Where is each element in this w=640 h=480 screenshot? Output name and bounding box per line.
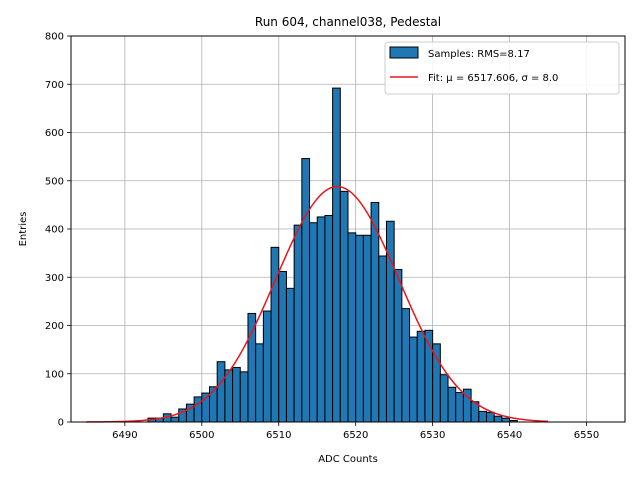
chart-title: Run 604, channel038, Pedestal [255,15,441,29]
histogram-bar [362,234,372,423]
histogram-bar [493,415,503,423]
x-tick-label: 6530 [420,430,445,441]
y-tick-label: 700 [45,80,64,91]
x-axis-ticks: 6490 6500 6510 6520 6530 6540 6550 [112,422,599,441]
histogram-bar [216,361,226,423]
histogram-bar [385,220,395,423]
y-axis-ticks: 0 100 200 300 400 500 600 700 800 [45,32,71,429]
x-tick-label: 6550 [574,430,599,441]
histogram-bar [239,371,249,423]
histogram-bar [301,158,311,423]
histogram-bar [255,343,264,423]
y-axis-label: Entries [18,212,29,247]
histogram-bar [455,392,464,423]
fit-curve [86,185,549,423]
y-tick-label: 100 [45,369,64,380]
y-tick-label: 500 [45,176,64,187]
histogram-bar [447,386,457,423]
histogram-bar [332,87,341,423]
histogram-bar [170,416,180,423]
histogram-bar [432,343,441,423]
histogram-bar [262,310,272,423]
y-tick-label: 200 [45,321,64,332]
histogram-bar [478,410,487,423]
histogram-bar [416,330,426,423]
histogram-bar [209,386,218,423]
histogram-bar [247,312,257,423]
histogram-bar [285,287,295,423]
histogram-bar [393,269,403,423]
histogram-bar [401,308,411,423]
y-tick-label: 400 [45,225,64,236]
y-tick-label: 300 [45,273,64,284]
x-tick-label: 6490 [112,430,137,441]
histogram-bar [501,417,511,423]
histogram-bar [193,396,203,423]
x-tick-label: 6540 [497,430,522,441]
legend-samples-swatch [389,46,419,59]
histogram-bar [439,374,449,423]
histogram-bar [409,336,418,423]
y-tick-label: 800 [45,32,64,43]
legend-samples-label: Samples: RMS=8.17 [428,49,530,60]
histogram-bar [309,222,318,423]
legend: Samples: RMS=8.17 Fit: μ = 6517.606, σ =… [384,41,620,95]
histogram-bar [486,411,495,423]
x-tick-label: 6500 [189,430,214,441]
legend-fit-label: Fit: μ = 6517.606, σ = 8.0 [428,73,558,84]
histogram-bar [293,224,303,423]
y-tick-label: 0 [58,418,64,429]
histogram-bar [324,214,334,423]
legend-box [384,41,620,95]
x-tick-label: 6510 [266,430,291,441]
y-tick-label: 600 [45,128,64,139]
histogram-bar [370,201,380,423]
histogram-bar [224,369,234,423]
x-tick-label: 6520 [343,430,368,441]
x-axis-label: ADC Counts [318,454,378,465]
histogram-bar [232,366,241,423]
histogram-bars [147,87,518,423]
fit-curve-group [86,185,549,423]
histogram-bar [278,270,287,423]
histogram-bar [378,255,387,423]
histogram-bar [316,216,326,423]
histogram-bar [347,232,357,423]
histogram-bar [355,234,364,423]
histogram-bar [339,190,349,423]
